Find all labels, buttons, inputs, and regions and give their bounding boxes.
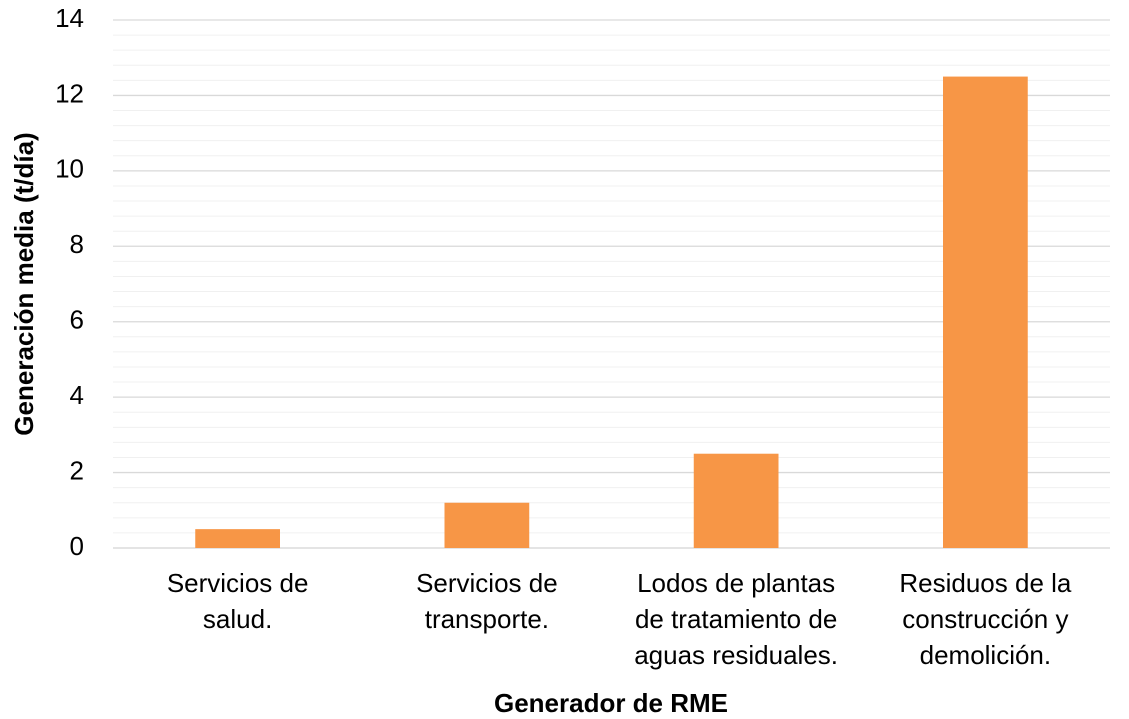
y-tick-label: 4: [70, 380, 84, 410]
y-tick-label: 0: [70, 531, 84, 561]
x-tick-label: Servicios de: [416, 568, 558, 598]
y-tick-label: 12: [55, 78, 84, 108]
x-tick-label: de tratamiento de: [635, 604, 837, 634]
x-tick-label: Lodos de plantas: [637, 568, 835, 598]
bar: [195, 529, 280, 548]
y-tick-label: 14: [55, 3, 84, 33]
x-tick-label: salud.: [203, 604, 272, 634]
y-tick-label: 2: [70, 455, 84, 485]
x-tick-label: Residuos de la: [899, 568, 1072, 598]
x-tick-label: construcción y: [902, 604, 1068, 634]
x-tick-label: aguas residuales.: [634, 640, 838, 670]
y-tick-label: 8: [70, 229, 84, 259]
x-tick-label: Servicios de: [167, 568, 309, 598]
y-tick-label: 10: [55, 154, 84, 184]
x-axis-title: Generador de RME: [494, 688, 728, 718]
y-axis-title: Generación media (t/día): [9, 132, 39, 435]
x-tick-label: demolición.: [920, 640, 1052, 670]
y-tick-label: 6: [70, 305, 84, 335]
bar: [444, 502, 530, 548]
bar: [693, 453, 779, 548]
x-tick-label: transporte.: [425, 604, 549, 634]
bar: [943, 76, 1028, 549]
